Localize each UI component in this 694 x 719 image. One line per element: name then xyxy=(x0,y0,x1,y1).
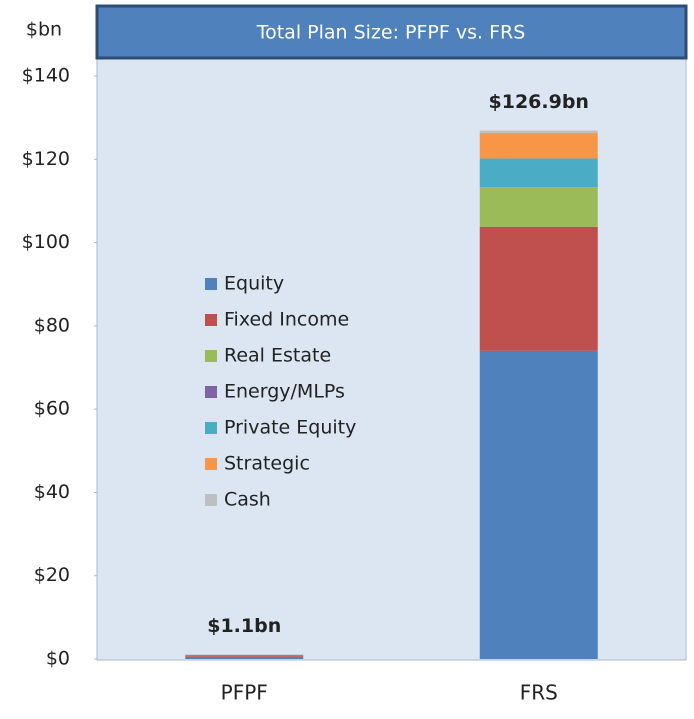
legend-label: Strategic xyxy=(224,453,310,475)
bar-segment xyxy=(480,131,598,133)
total-label: $126.9bn xyxy=(489,91,589,113)
legend-swatch xyxy=(205,314,217,326)
legend-swatch xyxy=(205,458,217,470)
bar-segment xyxy=(480,187,598,227)
legend-swatch xyxy=(205,350,217,362)
y-tick-label: $100 xyxy=(22,231,70,253)
y-tick-label: $120 xyxy=(22,148,70,170)
y-axis-label: $bn xyxy=(26,19,62,41)
legend-swatch xyxy=(205,278,217,290)
y-tick-label: $40 xyxy=(34,481,70,503)
bar-segment xyxy=(185,657,303,659)
bar-segment xyxy=(480,133,598,158)
y-tick-label: $80 xyxy=(34,314,70,336)
legend-label: Private Equity xyxy=(224,417,356,439)
legend-swatch xyxy=(205,494,217,506)
y-tick-label: $20 xyxy=(34,564,70,586)
total-label: $1.1bn xyxy=(207,615,281,637)
bar-segment xyxy=(480,158,598,187)
legend-label: Energy/MLPs xyxy=(224,381,345,403)
legend-label: Equity xyxy=(224,273,284,295)
legend-label: Fixed Income xyxy=(224,309,349,331)
legend-label: Real Estate xyxy=(224,345,331,367)
x-tick-label: FRS xyxy=(520,681,558,705)
bar-segment xyxy=(185,656,303,657)
bar-segment xyxy=(185,655,303,656)
y-tick-label: $60 xyxy=(34,398,70,420)
y-tick-label: $0 xyxy=(46,648,70,670)
legend-swatch xyxy=(205,422,217,434)
y-tick-label: $140 xyxy=(22,65,70,87)
bar-segment xyxy=(480,227,598,351)
legend-swatch xyxy=(205,386,217,398)
x-tick-label: PFPF xyxy=(221,681,268,705)
bar-segment xyxy=(480,351,598,659)
chart-title: Total Plan Size: PFPF vs. FRS xyxy=(256,22,526,44)
legend-label: Cash xyxy=(224,489,271,511)
